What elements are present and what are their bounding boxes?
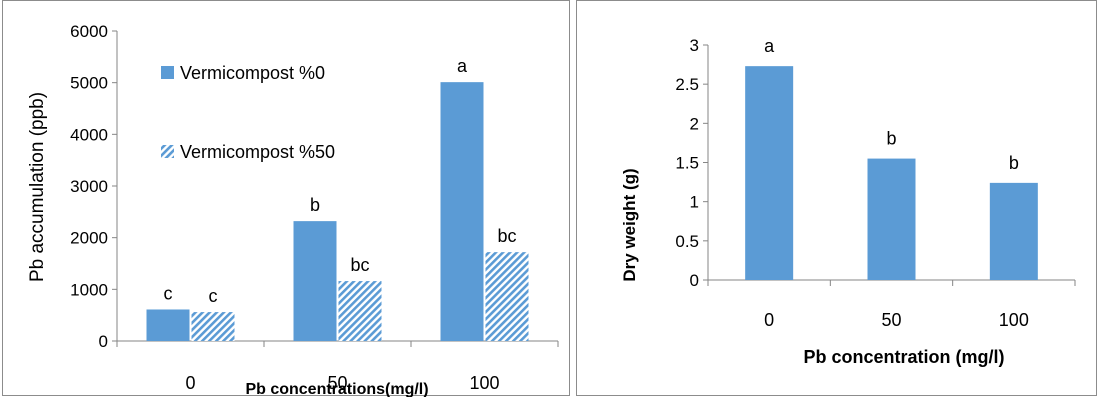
bar-vermicompost-50-100 xyxy=(485,252,529,341)
significance-label: a xyxy=(764,36,775,56)
significance-label: c xyxy=(209,286,218,306)
significance-label: a xyxy=(457,56,468,76)
significance-label: b xyxy=(886,129,896,149)
bar-dry-weight-0 xyxy=(745,66,794,281)
y-tick-label: 1000 xyxy=(70,280,108,299)
bar-dry-weight-100 xyxy=(989,182,1038,280)
y-tick-label: 0 xyxy=(99,332,108,351)
x-axis-title: Pb concentrations(mg/l) xyxy=(245,381,428,397)
bar-vermicompost-0-50 xyxy=(293,221,337,341)
x-axis-title: Pb concentration (mg/l) xyxy=(803,347,1004,367)
y-tick-label: 0 xyxy=(690,271,699,290)
significance-label: bc xyxy=(350,255,369,275)
y-tick-label: 3000 xyxy=(70,177,108,196)
y-axis-title: Dry weight (g) xyxy=(620,168,639,281)
bar-vermicompost-0-100 xyxy=(440,82,484,342)
x-tick-label: 0 xyxy=(764,310,774,330)
legend-swatch-vermicompost-50 xyxy=(161,145,174,158)
y-tick-label: 6000 xyxy=(70,22,108,41)
x-tick-label: 50 xyxy=(327,373,347,393)
bar-vermicompost-50-50 xyxy=(338,281,382,341)
y-tick-label: 1.5 xyxy=(675,154,699,173)
significance-label: c xyxy=(164,283,173,303)
legend-swatch-vermicompost-0 xyxy=(161,66,174,79)
legend-label-vermicompost-0: Vermicompost %0 xyxy=(180,63,325,83)
significance-label: b xyxy=(1009,153,1019,173)
significance-label: bc xyxy=(497,226,516,246)
legend-label-vermicompost-50: Vermicompost %50 xyxy=(180,142,335,162)
significance-label: b xyxy=(310,195,320,215)
left-chart-panel: 0 1000 2000 3000 4000 5000 6000 0 50 100 c b a c bc bc… xyxy=(2,0,570,397)
y-tick-label: 2 xyxy=(690,114,699,133)
pb-accumulation-chart: 0 1000 2000 3000 4000 5000 6000 0 50 100 c b a c bc bc… xyxy=(27,22,559,397)
dry-weight-chart: 0 0.5 1 1.5 2 2.5 3 0 50 100 a b b Dry weight (g) P… xyxy=(620,36,1076,367)
y-tick-label: 5000 xyxy=(70,74,108,93)
y-tick-label: 4000 xyxy=(70,125,108,144)
bar-dry-weight-50 xyxy=(867,158,916,280)
y-tick-label: 1 xyxy=(690,193,699,212)
bar-vermicompost-50-0 xyxy=(191,312,235,341)
y-axis-title: Pb accumulation (ppb) xyxy=(27,92,48,282)
y-tick-label: 0.5 xyxy=(675,232,699,251)
y-tick-label: 2000 xyxy=(70,229,108,248)
x-tick-label: 50 xyxy=(881,310,901,330)
x-tick-label: 100 xyxy=(999,310,1029,330)
x-tick-label: 100 xyxy=(469,373,499,393)
y-tick-label: 3 xyxy=(690,36,699,55)
x-tick-label: 0 xyxy=(185,373,195,393)
bar-vermicompost-0-0 xyxy=(146,309,190,341)
y-tick-label: 2.5 xyxy=(675,75,699,94)
right-chart-panel: 0 0.5 1 1.5 2 2.5 3 0 50 100 a b b Dry weight (g) P… xyxy=(576,0,1097,396)
